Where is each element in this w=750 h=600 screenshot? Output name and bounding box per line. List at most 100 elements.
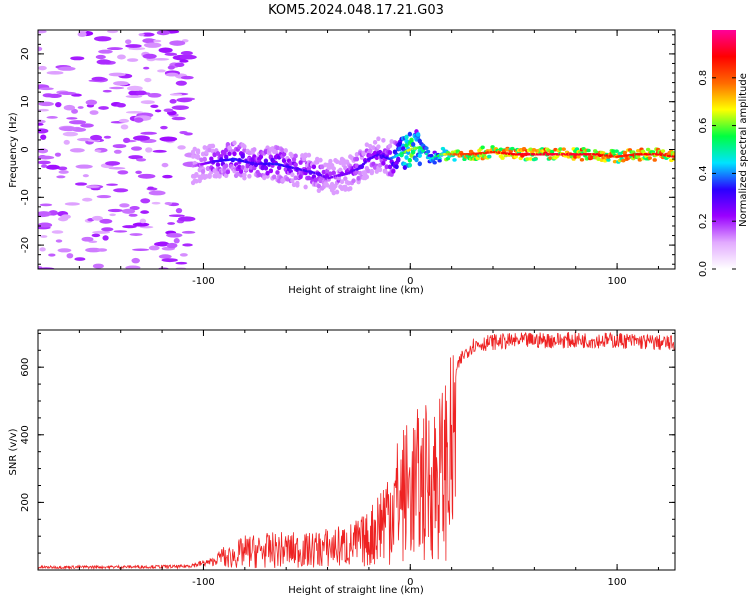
noise-cell [38,128,49,134]
ridge-cell [407,162,413,168]
ridge-cell [417,153,422,158]
ridge-cell [525,157,530,161]
ridge-cell [372,139,378,145]
ridge-cell [606,158,611,162]
ridge-cell [303,184,308,190]
spectrogram-frame [37,29,676,270]
noise-cell [38,30,47,34]
ridge-cell [281,158,287,163]
ridge-cell [410,149,416,155]
ridge-cell [558,147,563,151]
ridge-cell [324,182,330,188]
noise-cell [147,92,162,98]
ridge-cell [348,186,353,191]
ridge-cell [195,149,201,155]
ridge-cell [319,164,325,170]
ridge-cell [397,146,403,152]
noise-cell [69,148,85,153]
ridge-cell [369,168,375,174]
noise-cell [62,131,79,137]
snr-ytick-label: 400 [20,425,31,444]
ridge-cell [295,180,300,186]
noise-cell [113,188,129,193]
noise-cell [46,164,60,170]
spectrogram-xtick-label: 100 [608,276,627,287]
ridge-cell [271,174,277,180]
ridge-cell [242,144,247,149]
noise-cell [135,158,147,162]
noise-cell [92,230,111,234]
noise-cell [161,258,178,263]
noise-cell [117,54,126,60]
noise-cell [70,56,85,61]
ridge-cell [339,179,345,185]
ridge-cell [232,151,237,157]
ridge-cell [500,156,505,160]
ridge-cell [404,134,409,140]
ridge-cell [200,169,206,174]
ridge-cell [396,157,401,163]
noise-cell [82,197,93,202]
ridge-cell [291,182,297,188]
noise-cell [119,203,130,208]
ridge-cell [280,148,285,153]
ridge-cell [288,161,293,166]
ridge-cell [232,140,237,146]
colorbar-tick-label: 0.2 [698,213,709,229]
ridge-cell [361,150,366,156]
ridge-cell [219,153,224,159]
noise-cell [122,225,137,229]
noise-cell [126,58,139,62]
ridge-cell [429,153,434,158]
ridge-cell [358,170,363,176]
noise-cell [55,101,62,108]
noise-cell [89,110,99,115]
ridge-cell [367,143,373,149]
ridge-cell [407,131,413,137]
ridge-cell [531,148,537,152]
ridge-cell [245,163,250,169]
noise-cell [128,47,146,51]
ridge-cell [316,188,322,194]
noise-cell [58,170,69,174]
ridge-cell [318,157,323,163]
ridge-cell [596,157,601,161]
noise-cell [161,162,169,168]
ridge-cell [586,148,591,153]
ridge-cell [242,175,247,181]
noise-cell [132,222,150,227]
ridge-cell [202,156,207,162]
ridge-cell [343,184,348,190]
noise-cell [113,230,128,233]
noise-cell [148,245,160,251]
ridge-cell [614,149,619,153]
ridge-cell [501,149,507,153]
ridge-cell [205,166,211,172]
spectrogram-ytick-label: -10 [20,189,31,205]
noise-cell [171,116,186,121]
ridge-cell [480,145,485,150]
noise-cell [132,248,150,251]
ridge-cell [672,152,675,156]
noise-cell [57,66,76,71]
ridge-cell [192,146,197,152]
noise-cell [108,72,126,77]
noise-cell [168,214,185,218]
ridge-cell [257,172,262,178]
ridge-cell [533,157,538,161]
noise-cell [125,44,142,48]
noise-cell [142,38,156,44]
noise-cell [169,40,186,46]
noise-cell [54,152,62,157]
ridge-cell [293,175,298,181]
noise-cell [180,75,194,80]
noise-cell [181,230,196,234]
ridge-cell [510,146,515,151]
ridge-cell [247,173,252,179]
ridge-cell [293,153,298,159]
ridge-cell [238,169,244,174]
noise-cell [179,59,189,63]
noise-cell [164,201,173,205]
ridge-cell [268,168,274,174]
